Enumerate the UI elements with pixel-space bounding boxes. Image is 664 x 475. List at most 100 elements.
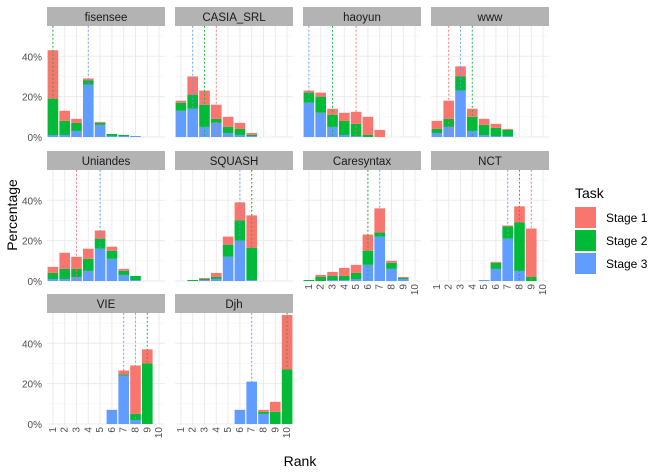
x-tick-label: 9 [398,284,409,290]
bar-stage1-rank-4 [210,104,222,119]
y-tick-label: 40% [22,339,42,350]
bar-stage2-rank-7 [502,226,514,239]
bar-stage2-rank-6 [362,134,374,137]
panel-uniandes: Uniandes 0% 20% 40% [22,151,165,288]
bar-stage3-rank-5 [94,248,106,281]
x-tick-label: 10 [410,284,421,296]
x-tick-label: 8 [259,427,270,433]
x-tick-label: 2 [188,427,199,433]
bar-stage1-rank-9 [397,276,409,278]
x-tick-label: 2 [316,284,327,290]
bar-stage2-rank-8 [258,411,269,414]
bar-stage2-rank-6 [362,250,374,265]
bar-stage1-rank-5 [94,121,106,123]
panel-title: Caresyntax [333,156,391,168]
bar-stage1-rank-5 [222,116,234,127]
bar-stage2-rank-7 [502,129,514,136]
x-tick-label: 9 [270,427,281,433]
x-tick-label: 8 [387,284,398,290]
bar-stage2-rank-3 [327,114,338,127]
bar-stage1-rank-6 [362,116,374,135]
bar-stage2-rank-7 [246,247,258,280]
bar-stage3-rank-5 [478,134,490,137]
bar-stage1-rank-5 [350,111,362,124]
bar-stage3-rank-5 [350,278,362,281]
x-tick-label: 1 [48,427,59,433]
y-tick-label: 40% [22,52,42,63]
bar-stage3-rank-8 [258,413,269,424]
bar-stage1-rank-2 [315,274,327,277]
panel-background [175,170,293,281]
bar-stage3-rank-6 [234,409,246,424]
bar-stage2-rank-4 [466,116,478,131]
panel-title: NCT [478,156,502,168]
y-tick-label: 40% [22,196,42,207]
x-axis-title: Rank [284,453,318,469]
bar-stage1-rank-7 [502,128,514,130]
bar-stage1-rank-9 [141,349,153,364]
bar-stage1-rank-2 [59,252,71,269]
bar-stage1-rank-2 [187,76,199,95]
bar-stage3-rank-5 [350,135,362,137]
bar-stage2-rank-3 [71,122,82,131]
panel-strip [47,7,165,26]
bar-stage1-rank-4 [466,108,478,117]
x-tick-label: 6 [363,284,374,290]
x-tick-label: 9 [142,427,153,433]
bar-stage2-rank-4 [210,118,222,123]
bar-stage1-rank-6 [490,123,502,128]
bar-stage2-rank-4 [338,275,350,280]
bar-stage2-rank-2 [59,268,71,279]
bar-stage3-rank-6 [234,134,246,137]
bar-stage3-rank-7 [118,274,130,281]
bar-stage3-rank-1 [303,102,315,137]
x-tick-label: 4 [467,284,478,290]
bar-stage2-rank-6 [490,262,502,269]
bar-stage2-rank-1 [303,92,315,103]
y-axis-title: Percentage [4,179,20,251]
bar-stage1-rank-2 [315,92,327,97]
y-tick-label: 0% [28,277,43,288]
bar-stage3-rank-1 [47,278,59,281]
x-tick-label: 4 [339,284,350,290]
bar-stage2-rank-3 [199,104,210,127]
x-tick-label: 6 [491,284,502,290]
bar-stage2-rank-2 [315,96,327,113]
bar-stage3-rank-7 [246,279,258,281]
panel-strip [175,7,293,26]
bar-stage2-rank-2 [187,94,199,109]
bar-stage3-rank-3 [327,126,338,137]
bar-stage2-rank-2 [59,120,71,135]
bar-stage1-rank-3 [71,118,82,123]
bar-stage1-rank-8 [386,260,397,263]
bar-stage3-rank-4 [210,278,222,281]
bar-stage2-rank-4 [82,258,94,271]
bar-stage2-rank-3 [455,76,466,91]
bar-stage2-rank-8 [130,275,141,280]
bar-stage2-rank-1 [47,98,59,135]
panel-title: fisensee [85,12,128,24]
bar-stage3-rank-3 [71,130,82,137]
bar-stage3-rank-6 [490,135,502,137]
bar-stage2-rank-6 [106,133,118,136]
x-tick-label: 4 [83,427,94,433]
panel-casia-srl: CASIA_SRL [175,7,293,138]
bar-stage3-rank-7 [502,135,514,137]
panel-strip [303,7,421,26]
x-tick-label: 3 [328,284,339,290]
x-tick-label: 8 [515,284,526,290]
bar-stage1-rank-9 [525,228,537,277]
bar-stage2-rank-5 [478,124,490,135]
panel-fisensee: fisensee 0% 20% 40% [22,7,165,144]
bar-stage2-rank-5 [350,272,362,279]
bar-stage2-rank-5 [222,126,234,133]
x-tick-label: 7 [375,284,386,290]
bar-stage1-rank-6 [106,246,118,251]
bar-stage1-rank-4 [338,112,350,121]
bar-stage3-rank-2 [59,278,71,281]
bar-stage2-rank-3 [199,278,210,280]
panel-title: www [477,12,504,24]
